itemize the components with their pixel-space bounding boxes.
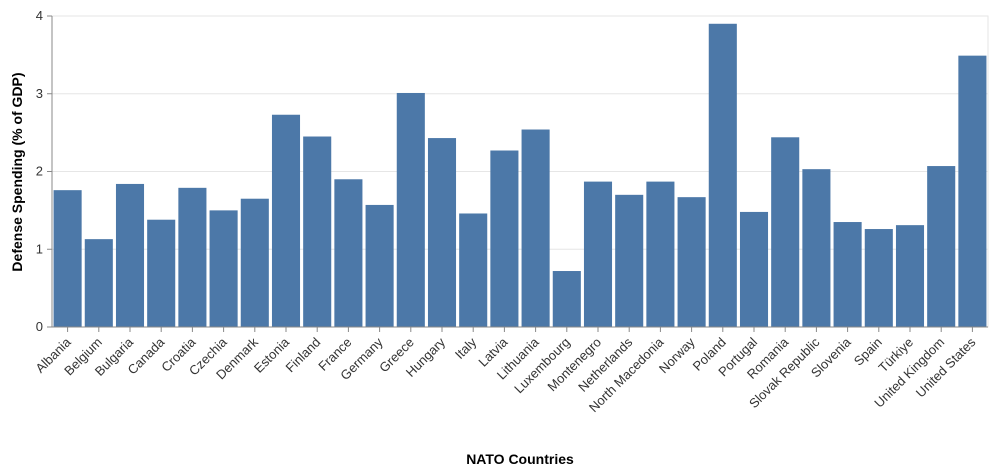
bar: [240, 198, 269, 327]
bar: [833, 222, 862, 327]
axes: [47, 15, 988, 332]
bar: [178, 187, 207, 327]
bar: [771, 137, 800, 327]
x-tick-label: Finland: [283, 335, 324, 376]
y-tick-label: 4: [36, 8, 43, 23]
x-tick-labels: AlbaniaBelgiumBulgariaCanadaCroatiaCzech…: [32, 334, 978, 415]
bar: [802, 169, 831, 327]
y-tick-label: 2: [36, 164, 43, 179]
bar: [583, 181, 613, 327]
bar: [958, 55, 987, 328]
bar: [53, 190, 82, 327]
bar: [646, 181, 675, 327]
bar: [303, 136, 332, 327]
bar: [739, 211, 769, 327]
bar: [677, 197, 706, 327]
bar: [895, 225, 925, 327]
x-tick-label: Norway: [656, 334, 698, 376]
y-tick-label: 3: [36, 86, 43, 101]
bar: [521, 129, 550, 327]
bar: [365, 204, 394, 327]
bar: [552, 271, 581, 327]
bar: [708, 23, 737, 328]
y-tick-label: 1: [36, 241, 43, 256]
y-axis-title: Defense Spending (% of GDP): [9, 72, 25, 271]
bar: [84, 239, 113, 327]
bar: [147, 219, 176, 327]
bar: [271, 114, 301, 328]
bar: [396, 92, 425, 327]
bar: [427, 138, 457, 327]
bar: [115, 183, 145, 327]
bar: [334, 179, 363, 327]
bar: [459, 213, 488, 327]
bar: [864, 229, 893, 327]
bar: [615, 194, 644, 327]
bar: [209, 210, 238, 327]
bar: [927, 166, 956, 327]
bars: [53, 23, 987, 328]
bar: [490, 150, 519, 327]
x-axis-title: NATO Countries: [466, 451, 574, 467]
y-tick-label: 0: [36, 319, 43, 334]
y-tick-labels: 0 1 2 3 4: [36, 8, 43, 334]
